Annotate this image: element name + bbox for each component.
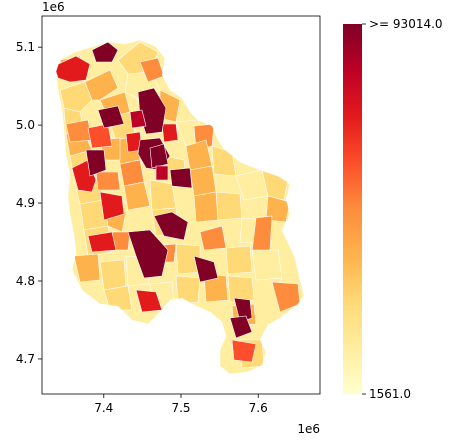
region [73,253,101,283]
region [99,259,127,291]
region [225,245,253,275]
colorbar-min-label: 1561.0 [369,387,411,401]
region [175,275,201,305]
region [65,119,93,143]
x-offset-label: 1e6 [297,422,320,436]
region [99,191,125,221]
region [229,315,253,339]
region [95,171,121,191]
region [119,159,145,187]
region [123,181,151,211]
y-tick-label: 5.1 [16,40,35,54]
region [227,275,255,303]
region [59,81,93,113]
region [85,149,107,177]
region [87,123,113,149]
x-tick-label: 7.5 [171,401,190,415]
colorbar-gradient [343,24,362,394]
x-tick-label: 7.4 [94,401,113,415]
region [84,69,119,101]
region [56,55,91,83]
region [189,165,217,197]
region [193,255,219,283]
region [169,167,193,189]
y-tick-label: 4.7 [16,352,35,366]
y-tick-label: 4.8 [16,274,35,288]
region [153,211,189,241]
region [87,231,117,253]
region [231,339,257,363]
region [149,143,169,169]
region [161,123,179,143]
region [97,105,125,129]
region [127,229,169,279]
colorbar-max-label: >= 93014.0 [369,17,443,31]
y-tick-label: 4.9 [16,196,35,210]
region [129,109,147,129]
x-axis: 7.4 7.5 7.6 [94,394,268,415]
region [233,297,253,323]
choropleth-map [55,39,305,375]
x-tick-label: 7.6 [249,401,268,415]
region [193,191,219,223]
y-axis: 5.1 5.0 4.9 4.8 4.7 [16,40,42,366]
region [155,165,169,181]
region [265,195,291,223]
region [215,191,243,221]
region [251,249,283,281]
y-tick-label: 5.0 [16,118,35,132]
region [103,285,133,311]
colorbar: >= 93014.0 1561.0 [343,17,443,401]
y-offset-label: 1e6 [42,0,65,14]
region [203,273,229,303]
region [91,41,119,63]
